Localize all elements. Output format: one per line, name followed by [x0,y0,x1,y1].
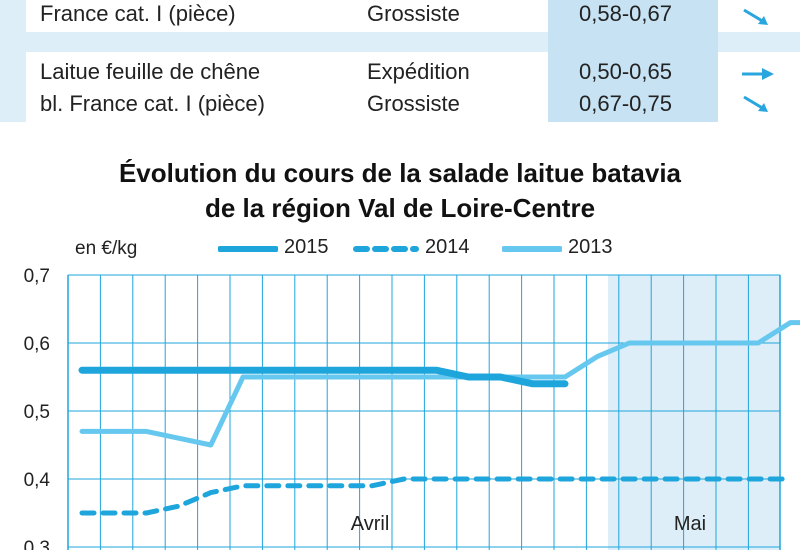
month-label-1: Mai [674,513,706,535]
y-axis-unit-label: en €/kg [75,238,138,259]
price-range: 0,67-0,75 [579,91,672,116]
legend-item-2015: 2015 [218,236,368,262]
chart-title: Évolution du cours de la salade laitue b… [118,158,682,188]
legend-label: 2013 [568,236,613,258]
y-tick-label: 0,7 [24,266,50,287]
trend-right-arrow-icon [742,68,774,80]
market-name: Grossiste [367,91,460,116]
y-tick-label: 0,4 [24,470,51,491]
trend-down-arrow-icon [743,95,768,112]
trend-down-arrow-icon [743,8,768,25]
y-tick-label: 0,5 [24,402,50,423]
y-tick-label: 0,6 [24,334,50,355]
legend-line-dashed-icon [353,246,419,252]
line-chart: 0,7 0,6 0,5 0,4 0,3 Avril Mai [24,266,800,550]
price-table: France cat. I (pièce) Grossiste 0,58-0,6… [0,0,800,122]
market-name: Grossiste [367,1,460,26]
month-shade-1 [608,275,780,550]
legend-line-solid-icon [218,246,278,252]
market-name: Expédition [367,59,470,84]
price-column [548,0,718,122]
legend-label: 2015 [284,236,329,258]
chart-title-line2: de la région Val de Loire-Centre [204,193,596,223]
price-range: 0,58-0,67 [579,1,672,26]
product-name: bl. France cat. I (pièce) [40,91,265,116]
legend-line-light-icon [502,246,562,252]
price-range: 0,50-0,65 [579,59,672,84]
month-label-0: Avril [351,513,390,535]
series-line-2015 [78,366,569,388]
legend-item-2013: 2013 [502,236,652,262]
product-name: Laitue feuille de chêne [40,59,261,84]
product-name: France cat. I (pièce) [40,1,236,26]
legend-item-2014: 2014 [353,236,503,262]
y-tick-label: 0,3 [24,538,50,550]
legend-label: 2014 [425,236,470,258]
